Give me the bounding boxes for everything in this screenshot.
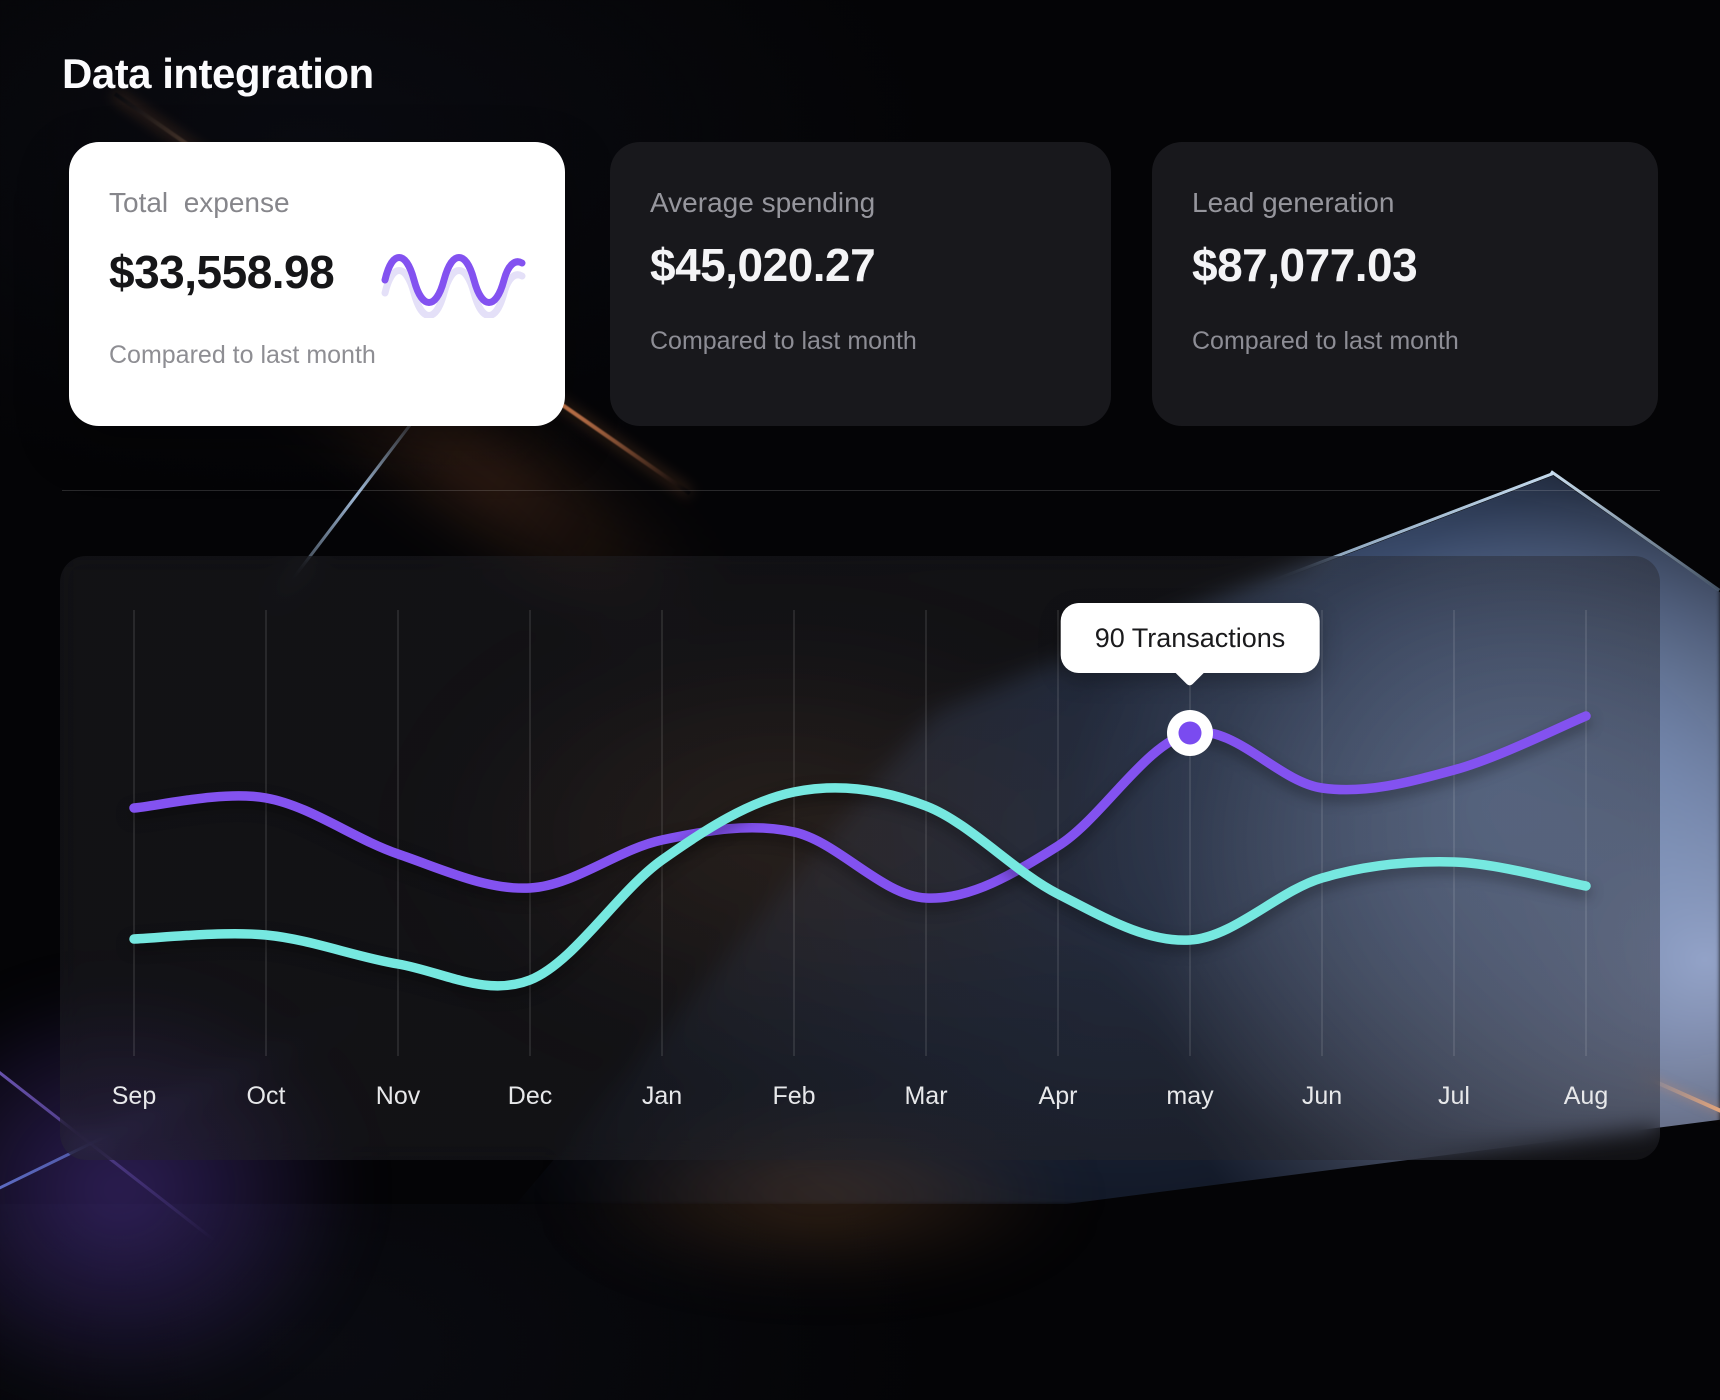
x-axis-label-jan: Jan bbox=[642, 1082, 682, 1110]
x-axis-label-aug: Aug bbox=[1564, 1082, 1608, 1110]
card-value: $45,020.27 bbox=[650, 239, 876, 291]
card-label: Lead generation bbox=[1192, 187, 1395, 218]
series-line-transactions[interactable] bbox=[129, 711, 1591, 903]
sparkline-echo-wave bbox=[381, 267, 526, 318]
chart-tooltip-label: 90 Transactions bbox=[1094, 623, 1286, 653]
page-title: Data integration bbox=[62, 50, 374, 97]
x-axis-label-dec: Dec bbox=[508, 1082, 552, 1110]
highlight-marker-dot bbox=[1178, 721, 1202, 745]
card-label: Average spending bbox=[650, 187, 876, 218]
card-label: Total expense bbox=[109, 187, 290, 218]
x-axis-label-apr: Apr bbox=[1039, 1082, 1078, 1110]
expense-sparkline bbox=[381, 254, 526, 318]
sparkline-wave bbox=[381, 254, 526, 306]
x-axis-label-nov: Nov bbox=[376, 1082, 421, 1110]
x-axis-label-mar: Mar bbox=[904, 1082, 947, 1110]
x-axis-label-may: may bbox=[1166, 1082, 1214, 1110]
card-value: $87,077.03 bbox=[1192, 239, 1418, 291]
x-axis-label-jun: Jun bbox=[1302, 1082, 1342, 1110]
card-note: Compared to last month bbox=[650, 327, 917, 355]
chart-tooltip: 90 Transactions bbox=[1060, 603, 1320, 687]
card-note: Compared to last month bbox=[109, 341, 376, 369]
section-divider bbox=[62, 490, 1660, 491]
x-axis-label-jul: Jul bbox=[1438, 1082, 1470, 1110]
x-axis-label-oct: Oct bbox=[247, 1082, 286, 1110]
card-note: Compared to last month bbox=[1192, 327, 1459, 355]
x-axis-label-feb: Feb bbox=[772, 1082, 815, 1110]
card-lead-generation: Lead generation $87,077.03 Compared to l… bbox=[1152, 142, 1658, 426]
card-value: $33,558.98 bbox=[109, 246, 335, 298]
x-axis-label-sep: Sep bbox=[112, 1082, 156, 1110]
card-total-expense: Total expense $33,558.98 Compared to las… bbox=[69, 142, 565, 426]
series-line-secondary[interactable] bbox=[129, 783, 1591, 991]
transactions-chart-panel: Sep Oct Nov Dec Jan Feb Mar Apr may Jun Jul Aug 90 … bbox=[60, 556, 1660, 1160]
card-average-spending: Average spending $45,020.27 Compared to … bbox=[610, 142, 1111, 426]
transactions-chart-svg: Sep Oct Nov Dec Jan Feb Mar Apr may Jun Jul Aug bbox=[112, 610, 1608, 1110]
